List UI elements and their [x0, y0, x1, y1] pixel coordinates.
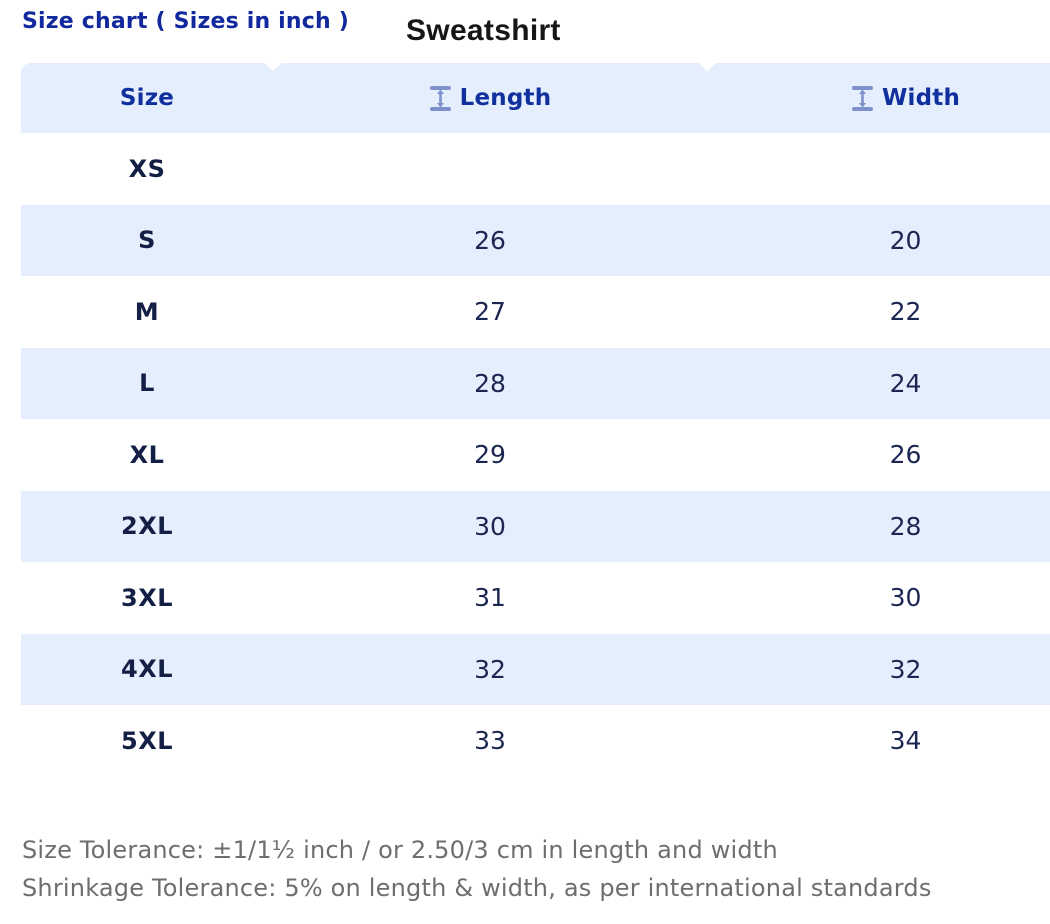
width-value: 24	[889, 368, 922, 398]
size-label: XL	[129, 440, 165, 469]
table-row-3xl: 3XL 31 30	[21, 562, 1050, 634]
page-title: Size chart ( Sizes in inch )	[22, 9, 350, 34]
table-row-s: S 26 20	[21, 204, 1050, 276]
size-tolerance-note: Size Tolerance: ±1/1½ inch / or 2.50/3 c…	[22, 836, 778, 864]
width-value: 26	[889, 440, 922, 470]
product-name-title: Sweatshirt	[406, 14, 561, 47]
length-value: 30	[474, 511, 506, 541]
width-value: 32	[889, 654, 922, 684]
size-label: M	[134, 297, 160, 326]
size-label: XS	[128, 154, 166, 183]
table-row-4xl: 4XL 32 32	[21, 633, 1050, 705]
table-row-5xl: 5XL 33 34	[21, 705, 1050, 777]
size-label: 4XL	[121, 655, 173, 684]
length-value: 33	[474, 726, 506, 756]
width-value: 20	[889, 225, 922, 255]
size-label: S	[138, 226, 156, 255]
width-value: 34	[889, 726, 922, 756]
width-column-header-label: Width	[881, 85, 961, 111]
length-value: 32	[474, 654, 506, 684]
length-value: 31	[474, 583, 506, 613]
size-column-header-label: Size	[119, 85, 175, 111]
size-label: L	[139, 369, 155, 398]
length-column-header-label: Length	[459, 85, 552, 111]
width-value: 28	[889, 511, 922, 541]
length-value: 28	[474, 368, 506, 398]
table-row-l: L 28 24	[21, 347, 1050, 419]
size-label: 2XL	[121, 512, 173, 541]
header-cell-size: Size	[21, 63, 273, 133]
table-row-xs: XS	[21, 133, 1050, 205]
width-value: 30	[889, 583, 922, 613]
table-row-2xl: 2XL 30 28	[21, 490, 1050, 562]
header-cell-width: Width	[707, 63, 1050, 133]
header-cell-length: Length	[273, 63, 707, 133]
tolerance-notes: Size Tolerance: ±1/1½ inch / or 2.50/3 c…	[22, 831, 932, 907]
shrinkage-tolerance-note: Shrinkage Tolerance: 5% on length & widt…	[22, 874, 932, 902]
width-value: 22	[889, 297, 922, 327]
vertical-measure-icon	[429, 85, 452, 112]
table-row-m: M 27 22	[21, 276, 1050, 348]
table-header-row: Size Length	[21, 54, 1050, 133]
size-label: 5XL	[121, 726, 173, 755]
size-chart-table: Size Length	[21, 54, 1050, 777]
vertical-measure-icon	[851, 85, 874, 112]
length-value: 29	[474, 440, 506, 470]
size-label: 3XL	[121, 583, 173, 612]
length-value: 26	[474, 225, 506, 255]
length-value: 27	[474, 297, 506, 327]
table-row-xl: XL 29 26	[21, 419, 1050, 491]
